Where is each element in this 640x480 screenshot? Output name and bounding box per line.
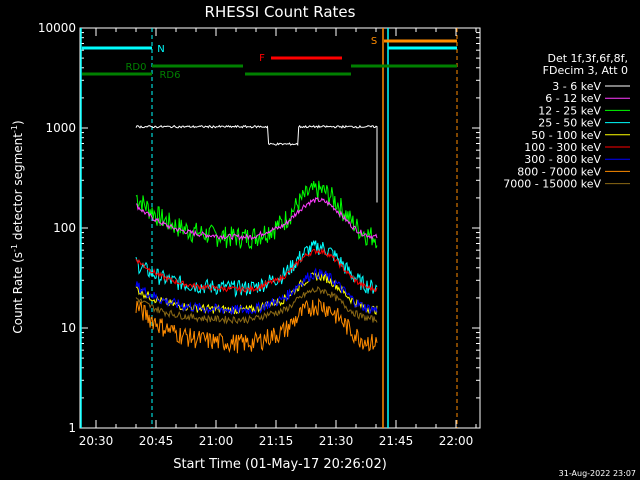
render-timestamp: 31-Aug-2022 23:07 bbox=[559, 469, 636, 478]
flag-label-rd0: RD0 bbox=[125, 62, 146, 73]
plot-area: 1 10 100 1000 10000 20:30 20:45 21:00 21:15 21:30… bbox=[38, 21, 481, 448]
series-line bbox=[135, 124, 378, 203]
x-tick-label: 21:15 bbox=[259, 434, 294, 448]
series-line bbox=[135, 197, 378, 241]
series-line bbox=[135, 286, 378, 325]
x-tick-label: 21:00 bbox=[199, 434, 234, 448]
legend-entry-label: 6 - 12 keV bbox=[545, 92, 601, 105]
y-axis-label: Count Rate (s-1 detector segment-1) bbox=[10, 120, 25, 333]
legend-entry-label: 100 - 300 keV bbox=[524, 141, 601, 154]
chart-title: RHESSI Count Rates bbox=[205, 3, 356, 21]
legend-entry-label: 300 - 800 keV bbox=[524, 153, 601, 166]
legend-entry-label: 800 - 7000 keV bbox=[517, 165, 601, 178]
x-tick-label: 20:30 bbox=[79, 434, 114, 448]
x-tick-label: 20:45 bbox=[139, 434, 174, 448]
legend-entry-label: 7000 - 15000 keV bbox=[503, 178, 601, 191]
flag-label-n: N bbox=[157, 44, 164, 55]
y-tick-label: 10000 bbox=[38, 21, 76, 35]
y-tick-label: 10 bbox=[61, 321, 76, 335]
series-line bbox=[135, 267, 378, 315]
legend-header: FDecim 3, Att 0 bbox=[543, 64, 628, 77]
x-tick-label: 22:00 bbox=[439, 434, 474, 448]
y-tick-label: 1000 bbox=[45, 121, 76, 135]
flag-label-s: S bbox=[371, 36, 377, 47]
y-tick-label: 1 bbox=[68, 421, 76, 435]
x-axis-label: Start Time (01-May-17 20:26:02) bbox=[173, 457, 387, 472]
series-line bbox=[135, 297, 378, 354]
legend-entry-label: 25 - 50 keV bbox=[538, 117, 601, 130]
flag-label-f: F bbox=[259, 53, 265, 64]
y-tick-label: 100 bbox=[53, 221, 76, 235]
x-tick-label: 21:30 bbox=[319, 434, 354, 448]
series-line bbox=[135, 247, 378, 294]
x-tick-label: 21:45 bbox=[379, 434, 414, 448]
legend-entry-label: 12 - 25 keV bbox=[538, 104, 601, 117]
legend-entry-label: 50 - 100 keV bbox=[531, 129, 601, 142]
series-line bbox=[135, 180, 378, 250]
flag-label-rd6: RD6 bbox=[159, 70, 180, 81]
legend-entry-label: 3 - 6 keV bbox=[552, 80, 601, 93]
legend-header: Det 1f,3f,6f,8f, bbox=[547, 52, 628, 65]
legend: Det 1f,3f,6f,8f,FDecim 3, Att 0 3 - 6 keV… bbox=[503, 52, 630, 191]
